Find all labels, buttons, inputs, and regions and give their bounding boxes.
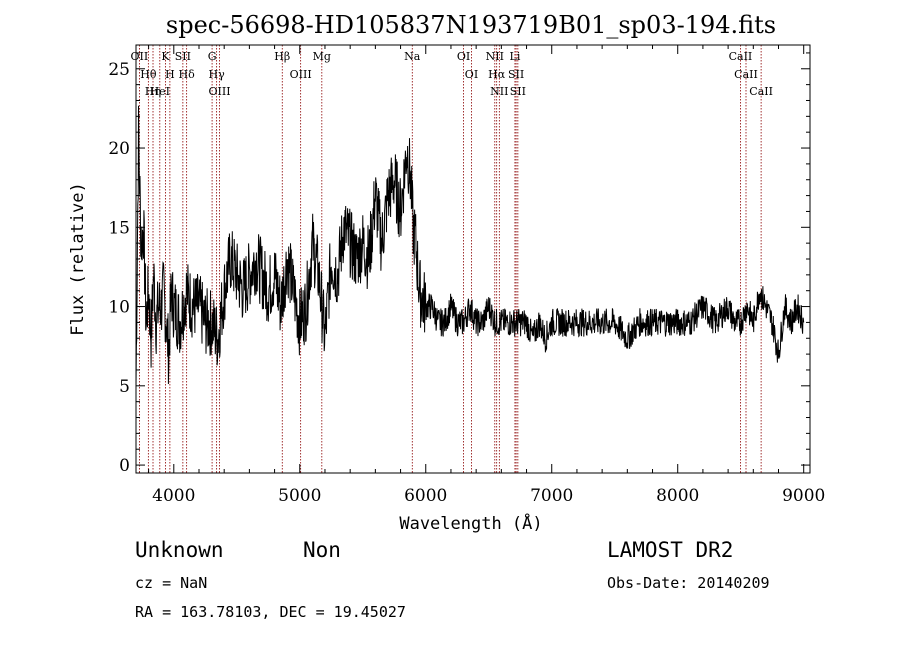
spectral-line-label: OI	[465, 68, 478, 81]
spectral-line-label: Hθ	[140, 68, 157, 81]
y-tick-label: 15	[108, 218, 130, 238]
coordinates: RA = 163.78103, DEC = 19.45027	[135, 603, 406, 621]
y-axis-ticks: 0 5 10 15 20 25	[108, 52, 810, 476]
spectral-line-label: CaII	[729, 50, 753, 63]
spectral-line-label: K	[161, 50, 170, 63]
y-tick-label: 10	[108, 298, 130, 318]
spectral-line-label: OII	[131, 50, 149, 63]
chart-title: spec-56698-HD105837N193719B01_sp03-194.f…	[166, 11, 776, 39]
spectral-line-label: CaII	[734, 68, 758, 81]
spectral-line-label: Hγ	[209, 68, 226, 81]
x-tick-label: 4000	[152, 486, 195, 506]
spectrum-chart: spec-56698-HD105837N193719B01_sp03-194.f…	[68, 11, 825, 534]
observation-date: Obs-Date: 20140209	[607, 574, 770, 592]
y-axis-label: Flux (relative)	[68, 182, 88, 336]
spectral-line-label: Na	[404, 50, 421, 63]
x-tick-label: 7000	[530, 486, 573, 506]
x-tick-label: 6000	[404, 486, 447, 506]
spectral-line-label: NII	[486, 50, 504, 63]
y-tick-label: 0	[119, 456, 130, 476]
spectral-line-label: Hδ	[179, 68, 196, 81]
spectral-line-label: OIII	[290, 68, 312, 81]
spectral-line-label: NII	[490, 85, 508, 98]
redshift-cz: cz = NaN	[135, 574, 208, 592]
spectral-line-label: Hη	[145, 85, 161, 98]
spectral-line-label: OIII	[208, 85, 230, 98]
spectral-line-label: Mg	[313, 50, 331, 63]
spectral-line-label: OI	[457, 50, 470, 63]
spectral-line-label: SII	[510, 85, 526, 98]
x-tick-label: 8000	[656, 486, 699, 506]
spectral-line-label: Li	[510, 50, 521, 63]
x-axis-label: Wavelength (Å)	[399, 512, 542, 534]
y-tick-label: 5	[119, 377, 130, 397]
spectral-line-label: CaII	[749, 85, 773, 98]
spectral-lines-layer	[139, 45, 762, 473]
survey-name: LAMOST DR2	[607, 538, 734, 562]
spectral-line-label: Hα	[488, 68, 506, 81]
spectral-line-label: SII	[508, 68, 524, 81]
spectral-line-label: SII	[175, 50, 191, 63]
y-tick-label: 25	[108, 60, 130, 80]
spectral-line-label: HeI	[150, 85, 170, 98]
x-tick-label: 9000	[782, 486, 825, 506]
spectral-line-label: H	[165, 68, 175, 81]
object-subclass: Non	[303, 538, 341, 562]
x-axis-ticks: 4000 5000 6000 7000 8000 9000	[148, 45, 825, 506]
spectral-line-label: G	[208, 50, 217, 63]
x-tick-label: 5000	[278, 486, 321, 506]
spectrum-series-line	[135, 105, 805, 387]
spectral-line-label: Hβ	[274, 50, 290, 63]
y-tick-label: 20	[108, 139, 130, 159]
object-class: Unknown	[135, 538, 224, 562]
